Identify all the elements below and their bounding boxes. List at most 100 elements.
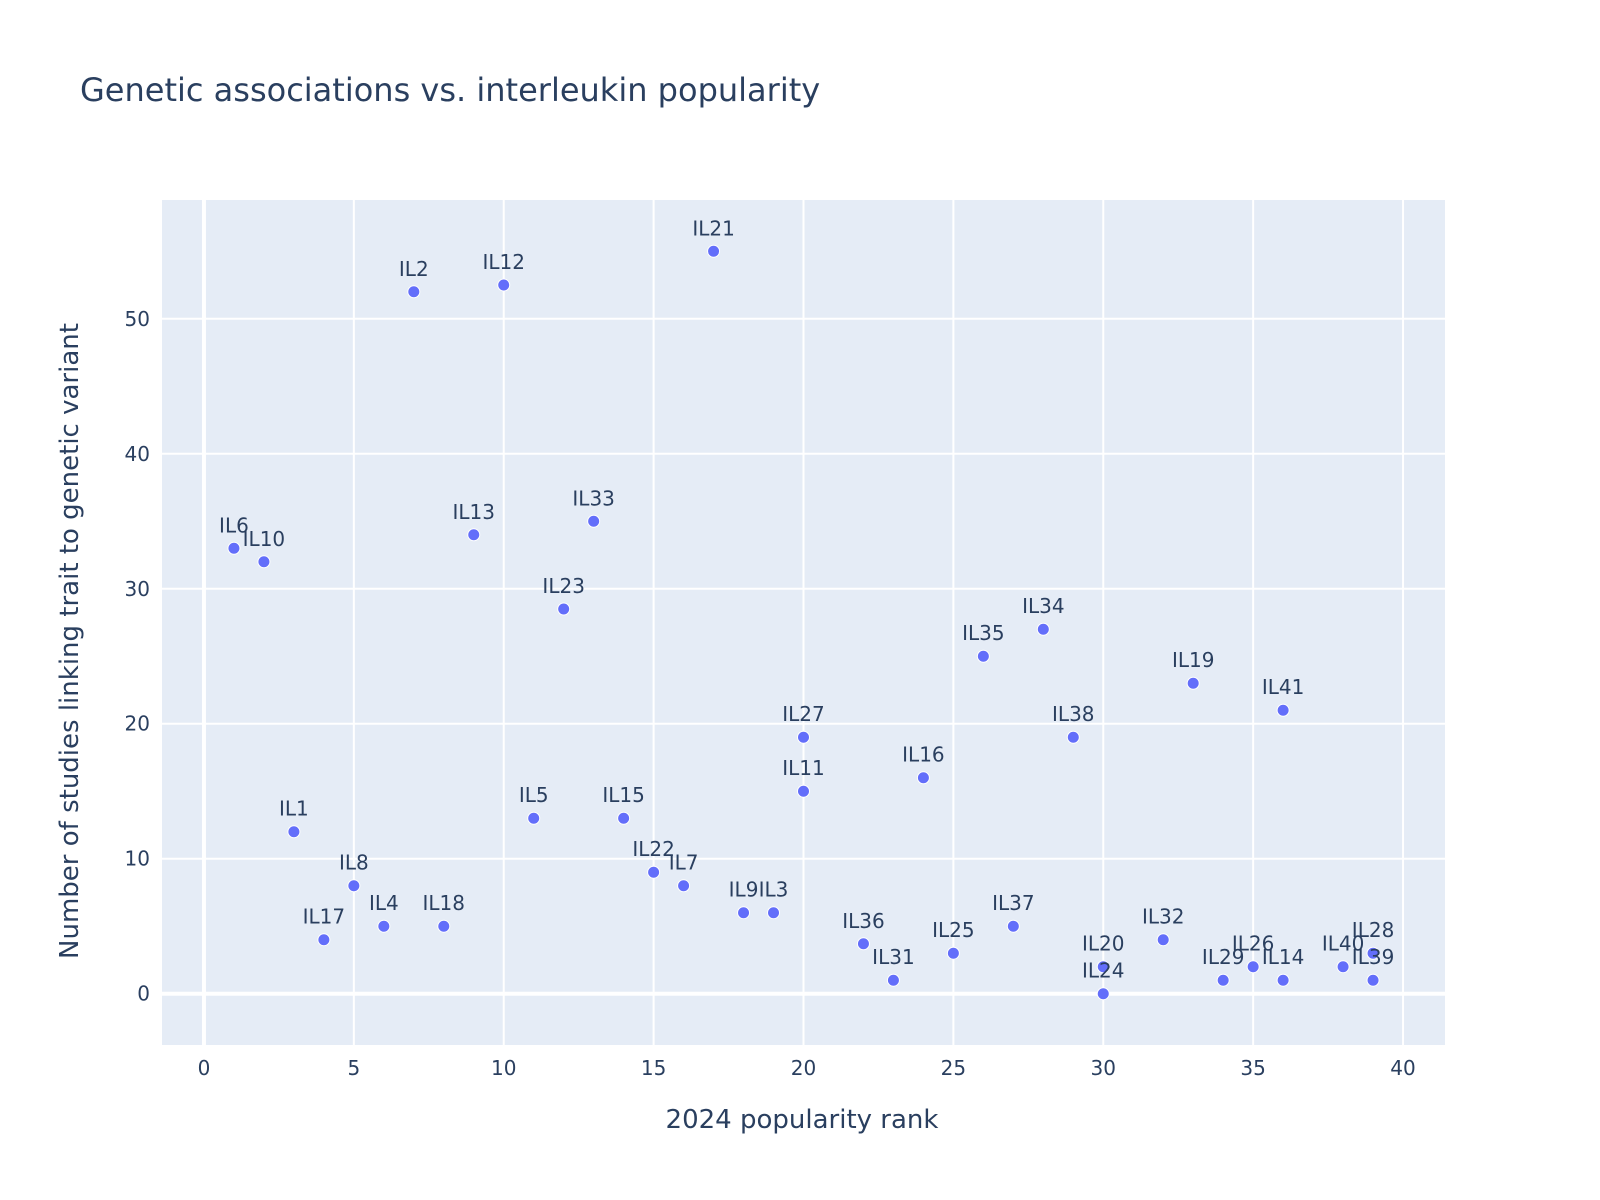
data-label-il24: IL24 <box>1082 959 1125 983</box>
data-point-il17[interactable] <box>317 933 331 947</box>
y-tick-label: 50 <box>125 307 150 331</box>
x-tick-label: 10 <box>491 1056 516 1080</box>
x-tick-label: 0 <box>198 1056 211 1080</box>
data-point-il39[interactable] <box>1366 973 1380 987</box>
data-point-il26[interactable] <box>1246 960 1260 974</box>
data-point-il7[interactable] <box>677 879 691 893</box>
data-point-il24[interactable] <box>1096 987 1110 1001</box>
data-label-il19: IL19 <box>1172 648 1215 672</box>
data-point-il3[interactable] <box>767 906 781 920</box>
data-point-il36[interactable] <box>856 937 870 951</box>
data-label-il36: IL36 <box>842 909 885 933</box>
x-tick-label: 30 <box>1091 1056 1116 1080</box>
grid-layer <box>162 200 1445 1045</box>
data-point-il11[interactable] <box>797 784 810 798</box>
data-label-il32: IL32 <box>1142 905 1185 929</box>
data-point-il25[interactable] <box>946 946 960 960</box>
data-label-il27: IL27 <box>782 702 825 726</box>
data-label-il2: IL2 <box>399 257 429 281</box>
x-tick-label: 40 <box>1390 1056 1415 1080</box>
x-tick-label: 15 <box>641 1056 666 1080</box>
data-point-il37[interactable] <box>1006 919 1020 933</box>
y-tick-label: 10 <box>125 847 150 871</box>
y-axis-title: Number of studies linking trait to genet… <box>55 323 85 959</box>
x-tick-label: 20 <box>791 1056 816 1080</box>
data-point-il32[interactable] <box>1156 933 1170 947</box>
data-label-il39: IL39 <box>1352 945 1395 969</box>
data-point-il40[interactable] <box>1336 960 1350 974</box>
data-point-il14[interactable] <box>1276 973 1290 987</box>
data-point-il28[interactable] <box>1366 946 1380 960</box>
data-point-il19[interactable] <box>1186 676 1200 690</box>
data-label-il41: IL41 <box>1262 675 1305 699</box>
data-point-il29[interactable] <box>1216 973 1230 987</box>
data-point-il38[interactable] <box>1066 730 1080 744</box>
data-point-il18[interactable] <box>437 919 451 933</box>
data-label-il11: IL11 <box>782 756 825 780</box>
data-point-il1[interactable] <box>287 825 301 839</box>
data-label-il31: IL31 <box>872 945 915 969</box>
data-label-il10: IL10 <box>243 527 286 551</box>
data-point-il27[interactable] <box>797 730 810 744</box>
data-label-il1: IL1 <box>279 797 309 821</box>
data-label-il17: IL17 <box>303 905 346 929</box>
data-label-il20: IL20 <box>1082 932 1125 956</box>
data-point-il9[interactable] <box>737 906 751 920</box>
data-label-il6: IL6 <box>219 513 249 537</box>
data-point-il31[interactable] <box>886 973 900 987</box>
data-label-il34: IL34 <box>1022 594 1065 618</box>
data-label-il4: IL4 <box>369 891 399 915</box>
y-tick-label: 30 <box>125 577 150 601</box>
x-tick-label: 5 <box>347 1056 360 1080</box>
data-label-il22: IL22 <box>632 837 675 861</box>
data-label-il15: IL15 <box>602 783 645 807</box>
point-layer <box>227 244 1380 1001</box>
data-point-il41[interactable] <box>1276 703 1290 717</box>
data-label-il3: IL3 <box>759 878 789 902</box>
data-point-il33[interactable] <box>587 514 601 528</box>
data-point-il10[interactable] <box>257 555 271 569</box>
tick-layer: 0 5 10 15 20 25 30 35 40 0 10 20 30 40 50 <box>125 307 1416 1080</box>
data-label-il16: IL16 <box>902 743 945 767</box>
data-label-il13: IL13 <box>453 500 496 524</box>
data-label-il5: IL5 <box>519 783 549 807</box>
data-label-il35: IL35 <box>962 621 1005 645</box>
data-label-il29: IL29 <box>1202 945 1245 969</box>
data-point-il20[interactable] <box>1096 960 1110 974</box>
data-label-il21: IL21 <box>692 216 735 240</box>
data-label-il33: IL33 <box>572 486 615 510</box>
data-label-il25: IL25 <box>932 918 975 942</box>
data-label-il28: IL28 <box>1352 918 1395 942</box>
x-axis-title: 2024 popularity rank <box>666 1105 939 1135</box>
data-point-il5[interactable] <box>527 811 541 825</box>
x-tick-label: 25 <box>941 1056 966 1080</box>
y-tick-label: 20 <box>125 712 150 736</box>
data-point-il23[interactable] <box>557 602 571 616</box>
data-point-il22[interactable] <box>647 865 661 879</box>
data-label-il26: IL26 <box>1232 932 1275 956</box>
data-point-il12[interactable] <box>497 278 511 292</box>
data-label-il9: IL9 <box>729 878 759 902</box>
data-point-il15[interactable] <box>617 811 631 825</box>
data-label-il7: IL7 <box>669 851 699 875</box>
data-label-il18: IL18 <box>423 891 466 915</box>
data-label-il12: IL12 <box>482 250 525 274</box>
data-point-il8[interactable] <box>347 879 361 893</box>
data-point-il34[interactable] <box>1036 622 1050 636</box>
data-point-il35[interactable] <box>976 649 990 663</box>
data-point-il13[interactable] <box>467 528 481 542</box>
data-label-il38: IL38 <box>1052 702 1095 726</box>
data-label-il23: IL23 <box>542 574 585 598</box>
x-tick-label: 35 <box>1240 1056 1265 1080</box>
data-point-il2[interactable] <box>407 285 421 299</box>
data-point-il16[interactable] <box>916 771 930 785</box>
data-point-il6[interactable] <box>227 541 241 555</box>
y-tick-label: 0 <box>137 982 150 1006</box>
data-label-il40: IL40 <box>1322 932 1365 956</box>
data-label-il14: IL14 <box>1262 945 1305 969</box>
data-point-il4[interactable] <box>377 919 391 933</box>
data-point-il21[interactable] <box>707 244 721 258</box>
